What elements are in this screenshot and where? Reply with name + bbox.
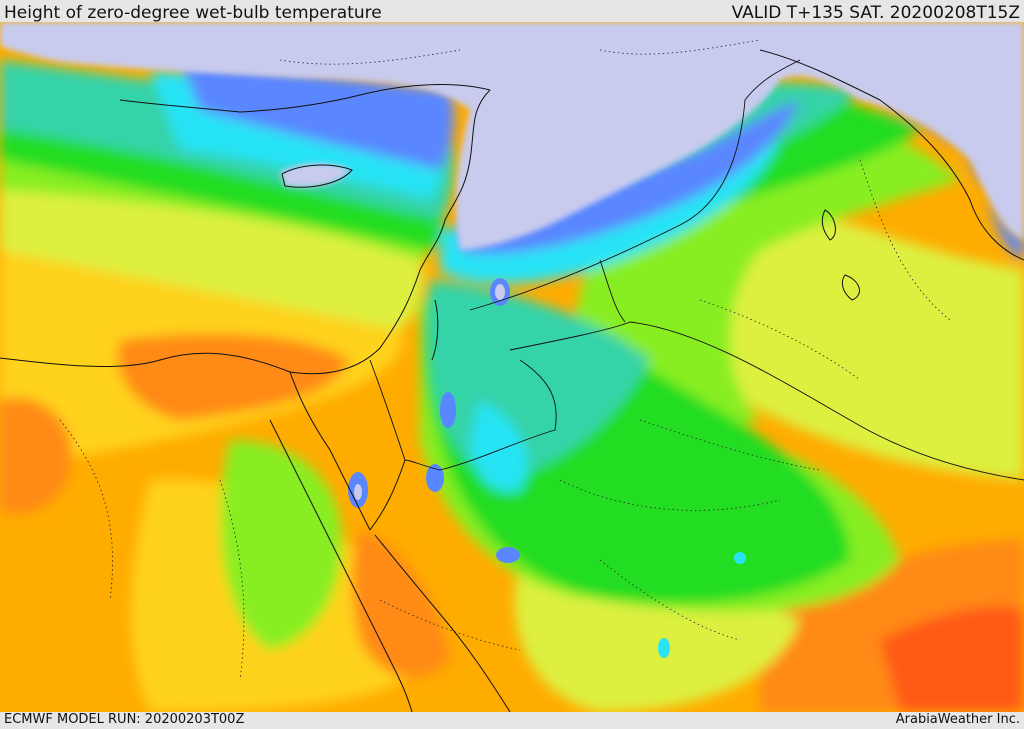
spot-south: [658, 638, 670, 658]
credit-label: ArabiaWeather Inc.: [895, 712, 1020, 727]
dotted-9: [859, 159, 951, 321]
border-egypt-israel: [369, 359, 406, 461]
border-jordan-iraq: [599, 259, 626, 323]
footer-bar: ECMWF MODEL RUN: 20200203T00Z ArabiaWeat…: [0, 712, 1024, 729]
model-run-label: ECMWF MODEL RUN: 20200203T00Z: [4, 712, 245, 727]
cold-spots: [348, 278, 746, 658]
patch-darkorange-egypt: [118, 334, 350, 420]
coast-redsea-west: [269, 419, 413, 712]
dotted-6: [699, 299, 861, 381]
dotted-10: [379, 599, 521, 651]
dotted-3: [559, 479, 781, 511]
coast-redsea-east: [374, 534, 511, 712]
valid-time: VALID T+135 SAT. 20200208T15Z: [731, 3, 1020, 23]
bahrain-qatar: [821, 209, 836, 241]
map-svg: [0, 22, 1024, 712]
band-lightgreen-sinai: [220, 440, 342, 650]
contour-fields: [0, 60, 1024, 712]
cyprus-outline: [281, 164, 353, 188]
region-borders: [59, 39, 951, 681]
spot-jordan: [440, 392, 456, 428]
patch-darkorange-redsea: [352, 530, 450, 678]
dotted-2: [219, 479, 245, 681]
band-yellowgreen-arabia: [692, 200, 1024, 480]
coast-sinai-gulf-aqaba: [369, 459, 406, 531]
coastlines: [0, 49, 1024, 712]
coast-egypt-north: [0, 269, 421, 375]
patch-darkorange-west: [0, 398, 72, 514]
band-cyan-jordan: [470, 400, 528, 492]
spot-lebanon-core: [495, 284, 505, 300]
dotted-5: [639, 419, 821, 471]
country-borders: [369, 59, 1024, 481]
spot-central: [734, 552, 746, 564]
dead-sea: [431, 299, 439, 361]
patch-redorange-se: [880, 606, 1024, 712]
coast-turkey: [119, 84, 491, 113]
coast-levant: [419, 89, 491, 271]
qatar: [841, 274, 860, 301]
spot-sinai-core: [354, 484, 362, 500]
dotted-8: [599, 39, 761, 55]
weather-map: [0, 22, 1024, 712]
coast-sinai-gulf-suez: [289, 371, 371, 531]
dotted-1: [59, 419, 113, 601]
band-blue-east: [860, 100, 1024, 260]
band-blue-north: [180, 60, 455, 170]
cold-area-cyprus: [280, 163, 350, 188]
border-syria-iraq: [469, 59, 801, 311]
cold-region: [0, 22, 1024, 250]
band-yellowgreen-north: [0, 170, 423, 330]
spot-hijaz-2: [496, 547, 520, 563]
border-jordan-saudi: [509, 321, 1024, 481]
dotted-7: [279, 49, 461, 65]
map-title: Height of zero-degree wet-bulb temperatu…: [4, 3, 382, 23]
header-bar: Height of zero-degree wet-bulb temperatu…: [0, 0, 1024, 23]
spot-hijaz-1: [426, 464, 444, 492]
cold-area-north: [0, 22, 1024, 250]
coast-gulf-west: [759, 49, 1024, 261]
border-saudi-jordan-south: [404, 359, 557, 471]
